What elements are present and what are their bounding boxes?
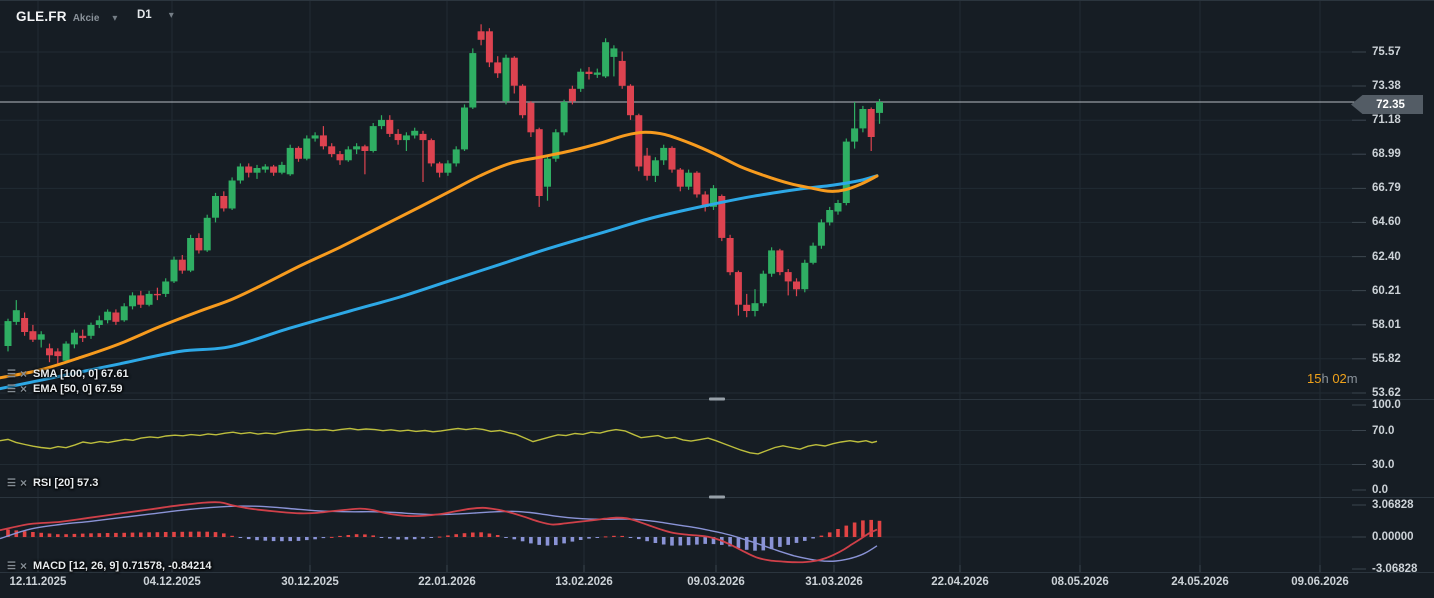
date-label: 12.11.2025 [9,576,67,588]
indicator-settings-icon[interactable]: ☰ [7,368,16,380]
sma-legend-label: SMA [100, 0] 67.61 [32,368,129,380]
date-label: 22.01.2026 [418,576,476,588]
sma-legend: ☰ × SMA [100, 0] 67.61 [7,368,129,380]
panel-resize-handle [709,397,725,401]
indicator-remove-icon[interactable]: × [19,476,27,490]
price-tick-label: 64.60 [1372,216,1401,229]
price-tick-label: 75.57 [1372,46,1401,58]
price-tick-label: 71.18 [1372,114,1401,127]
indicator-remove-icon[interactable]: × [19,559,27,573]
rsi-tick-label: 0.0 [1372,484,1388,496]
macd-legend-label: MACD [12, 26, 9] 0.71578, -0.84214 [32,560,212,572]
candles-layer [4,24,883,364]
indicator-settings-icon[interactable]: ☰ [7,560,16,572]
macd-histogram [6,519,882,551]
axis-ticks [37,51,1366,572]
price-tick-label: 55.82 [1372,352,1401,365]
date-label: 04.12.2025 [143,576,201,588]
countdown-minutes-unit: m [1346,371,1358,386]
date-label: 31.03.2026 [805,576,863,588]
sma100-line [0,174,879,391]
price-tick-label: 53.62 [1372,386,1401,399]
date-label: 24.05.2026 [1171,576,1229,588]
date-label: 30.12.2025 [281,576,339,588]
ema-legend-label: EMA [50, 0] 67.59 [32,383,123,395]
rsi-tick-label: 70.0 [1372,424,1395,437]
rsi-line [0,427,878,455]
price-tick-label: 66.79 [1372,182,1401,195]
timeframe-value: D1 [137,9,152,21]
price-tick-label: 62.40 [1372,250,1401,263]
countdown-hours-unit: h [1321,371,1329,386]
panel-dividers [0,0,1434,573]
macd-signal-line [0,505,878,562]
macd-tick-label: 3.06828 [1372,498,1414,511]
date-label: 08.05.2026 [1051,576,1109,588]
rsi-tick-label: 100.0 [1372,399,1401,411]
date-label: 13.02.2026 [555,576,613,588]
rsi-legend: ☰ × RSI [20] 57.3 [7,477,98,489]
symbol-selector[interactable]: GLE.FR Akcie ▾ [16,9,117,24]
macd-tick-label: -3.06828 [1372,563,1418,575]
macd-tick-label: 0.00000 [1372,531,1414,543]
market-type-label: Akcie [72,13,100,24]
price-tick-label: 68.99 [1372,148,1401,161]
price-tick-label: 73.38 [1372,80,1401,93]
chevron-down-icon[interactable]: ▾ [168,10,174,21]
timeframe-selector[interactable]: D1 ▾ [137,9,174,21]
ema-legend: ☰ × EMA [50, 0] 67.59 [7,383,122,395]
date-label: 09.06.2026 [1291,576,1349,588]
countdown-hours: 15 [1307,371,1322,386]
date-label: 22.04.2026 [931,576,989,588]
indicator-remove-icon[interactable]: × [19,367,27,381]
symbol-name: GLE.FR [16,9,67,24]
price-tick-label: 58.01 [1372,318,1401,331]
macd-main-line [0,501,878,564]
indicator-settings-icon[interactable]: ☰ [7,477,16,489]
date-label: 09.03.2026 [687,576,745,588]
indicator-remove-icon[interactable]: × [19,382,27,396]
macd-legend: ☰ × MACD [12, 26, 9] 0.71578, -0.84214 [7,560,212,572]
ema50-line [0,130,879,380]
candle-countdown-timer: 15h 02m [1307,371,1358,386]
gridlines [0,0,1366,572]
panel-resize-handle [709,495,725,499]
current-price-tag: 72.35 [1351,95,1423,114]
price-tick-label: 60.21 [1372,284,1401,297]
indicator-settings-icon[interactable]: ☰ [7,383,16,395]
rsi-tick-label: 30.0 [1372,458,1395,471]
rsi-legend-label: RSI [20] 57.3 [32,477,99,489]
chevron-down-icon[interactable]: ▾ [112,13,118,24]
countdown-minutes: 02 [1332,371,1347,386]
